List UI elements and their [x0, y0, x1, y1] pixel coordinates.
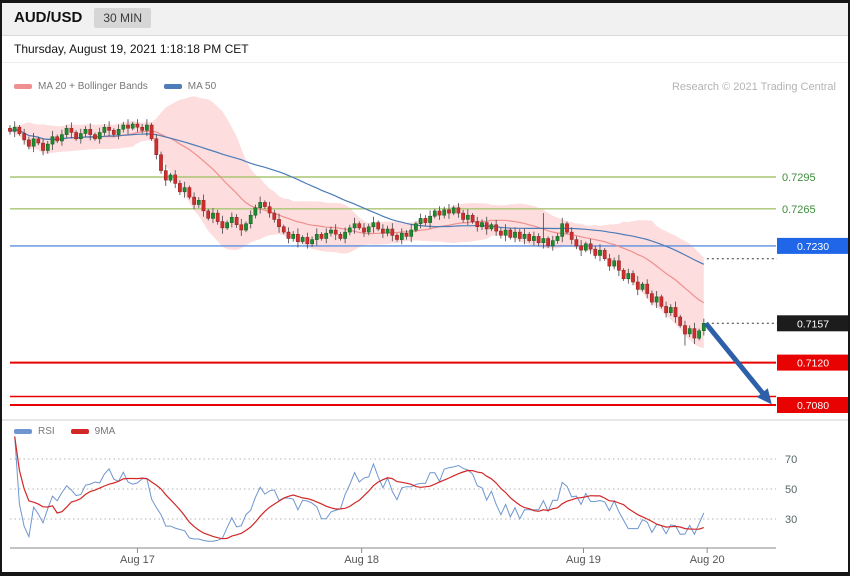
pair-title: AUD/USD: [14, 9, 83, 26]
price-levels: 0.7295 0.7265: [10, 172, 816, 406]
svg-text:0.7120: 0.7120: [797, 358, 829, 370]
svg-text:70: 70: [785, 454, 797, 466]
timeframe-badge[interactable]: 30 MIN: [94, 7, 152, 28]
svg-text:Aug 20: Aug 20: [690, 554, 725, 566]
rsi-ma-line: [14, 436, 704, 540]
header-divider: [2, 62, 848, 63]
rsi-ma-legend-swatch-icon: [70, 429, 89, 434]
datetime-label: Thursday, August 19, 2021 1:18:18 PM CET: [14, 42, 249, 56]
titlebar: AUD/USD 30 MIN: [0, 0, 850, 36]
svg-text:0.7080: 0.7080: [797, 400, 829, 412]
rsi-ma-legend-label: 9MA: [94, 426, 116, 437]
bollinger-legend-swatch-icon: [14, 84, 32, 89]
ma50-legend-swatch-icon: [163, 84, 182, 89]
svg-text:0.7265: 0.7265: [782, 204, 816, 216]
rsi-grid: 70 50 30: [10, 454, 797, 526]
svg-text:50: 50: [785, 484, 797, 496]
svg-text:Aug 19: Aug 19: [566, 554, 601, 566]
research-credit: Research © 2021 Trading Central: [671, 81, 836, 93]
svg-text:Aug 17: Aug 17: [120, 554, 155, 566]
bollinger-legend-label: MA 20 + Bollinger Bands: [38, 81, 148, 92]
svg-text:0.7295: 0.7295: [782, 172, 816, 184]
dotted-refs: [706, 258, 777, 324]
rsi-legend: RSI 9MA: [14, 426, 131, 437]
bollinger-band: [10, 96, 704, 349]
level-chips: 0.7230 0.7157 0.7120 0.7080: [777, 237, 848, 413]
rsi-legend-swatch-icon: [14, 429, 32, 434]
rsi-legend-label: RSI: [38, 426, 55, 437]
candles: [8, 119, 706, 346]
rsi-line: [14, 436, 705, 542]
svg-text:Aug 18: Aug 18: [344, 554, 379, 566]
main-legend: MA 20 + Bollinger Bands MA 50: [14, 81, 232, 92]
svg-text:0.7157: 0.7157: [797, 318, 829, 330]
svg-text:30: 30: [785, 514, 797, 526]
svg-text:0.7230: 0.7230: [797, 241, 829, 253]
ma50-line: [9, 128, 705, 265]
forecast-arrow: [703, 321, 772, 405]
ma50-legend-label: MA 50: [187, 81, 217, 92]
x-axis: Aug 17 Aug 18 Aug 19 Aug 20: [10, 547, 776, 566]
